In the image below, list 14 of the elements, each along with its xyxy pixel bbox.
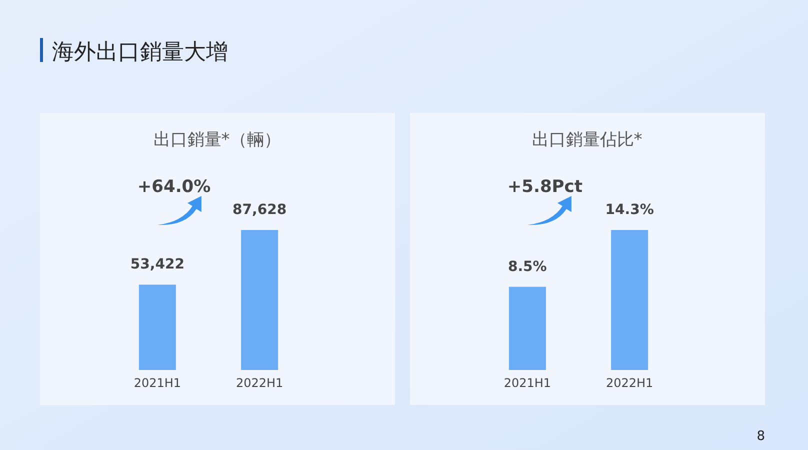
data-label: 53,422: [130, 256, 184, 273]
text: 8: [756, 429, 765, 444]
x-tick-label: 2022H1: [606, 376, 654, 390]
chart-title: 海外出口銷量大增: [52, 40, 228, 65]
data-label: 8.5%: [508, 258, 547, 275]
chart-subtitle: 出口銷量*（輛）: [153, 130, 281, 150]
text: +64.0%: [137, 177, 211, 197]
data-label: 14.3%: [605, 202, 654, 218]
data-label: 87,628: [232, 202, 287, 218]
x-tick-label: 2022H1: [236, 376, 284, 390]
text: +5.8Pct: [507, 177, 582, 197]
x-tick-label: 2021H1: [504, 376, 552, 390]
chart-title: 出口銷量佔比*: [532, 130, 642, 150]
x-tick-label: 2021H1: [134, 376, 182, 390]
